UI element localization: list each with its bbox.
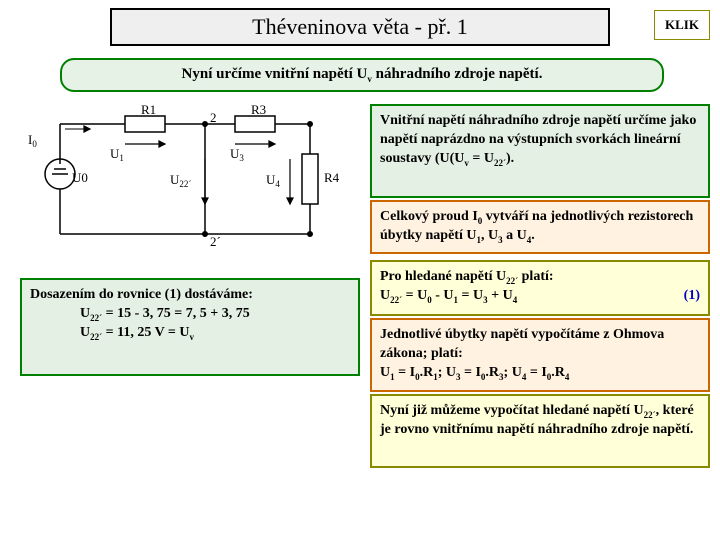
ci-mid2: , U	[481, 228, 498, 243]
ohm-line1: Jednotlivé úbytky napětí vypočítáme z Oh…	[380, 327, 664, 361]
label-u0: U0	[72, 170, 88, 185]
r2mid: = 11, 25 V = U	[102, 325, 189, 340]
eq1-as: 22´	[390, 295, 402, 305]
title-row: Théveninova věta - př. 1	[110, 10, 610, 44]
subtitle-post: náhradního zdroje napětí.	[372, 66, 543, 82]
tr-sub2: 22´	[494, 158, 506, 168]
box-substitution: Dosazením do rovnice (1) dostáváme: U22´…	[20, 278, 360, 376]
o1c: .R	[420, 365, 434, 380]
subtitle-box: Nyní určíme vnitřní napětí Uv náhradního…	[60, 58, 664, 92]
klik-button[interactable]: KLIK	[654, 10, 710, 40]
ci-mid3: a U	[503, 228, 527, 243]
subtitle-pre: Nyní určíme vnitřní napětí U	[182, 66, 368, 82]
eq1-l1-sub: 22´	[506, 276, 518, 286]
eq1-l1-pre: Pro hledané napětí U	[380, 269, 506, 284]
box-ohms-law: Jednotlivé úbytky napětí vypočítáme z Oh…	[370, 318, 710, 392]
tr-post: ).	[506, 151, 514, 166]
label-u22: U22´	[170, 172, 191, 189]
label-r1: R1	[141, 104, 156, 117]
eq1-m4: + U	[488, 288, 513, 303]
eq1-a: U	[380, 288, 390, 303]
o1a: U	[380, 365, 390, 380]
tr-mid2: (U	[450, 151, 465, 166]
r2as: 22´	[90, 332, 102, 342]
box-internal-voltage: Vnitřní napětí náhradního zdroje napětí …	[370, 104, 710, 198]
label-term2p: 2´	[210, 234, 221, 249]
o3b: = I	[526, 365, 546, 380]
osep2: ;	[504, 365, 512, 380]
label-term2: 2	[210, 110, 217, 125]
label-r3: R3	[251, 104, 266, 117]
label-i0: I0	[28, 132, 37, 149]
o2c: .R	[485, 365, 499, 380]
o3cs: 4	[565, 372, 570, 382]
osep1: ;	[438, 365, 446, 380]
r2a: U	[80, 325, 90, 340]
circuit-diagram: R1 R3 R4 U0 2 2´ I0 U1 U3 U4 U22´	[10, 104, 350, 254]
r1as: 22´	[90, 313, 102, 323]
o2b: = I	[460, 365, 480, 380]
tr-mid: = U	[469, 151, 494, 166]
label-r4: R4	[324, 170, 340, 185]
tr-pre: Vnitřní napětí náhradního zdroje napětí …	[380, 113, 696, 166]
label-u1: U1	[110, 146, 124, 163]
o2a: U	[446, 365, 456, 380]
fin-pre: Nyní již můžeme vypočítat hledané napětí…	[380, 403, 644, 418]
eq1-number: (1)	[684, 287, 700, 306]
label-u3: U3	[230, 146, 244, 163]
eq1-m1: = U	[402, 288, 427, 303]
label-u4: U4	[266, 172, 280, 189]
res-intro: Dosazením do rovnice (1) dostáváme:	[30, 287, 253, 302]
o3a: U	[512, 365, 522, 380]
o3c: .R	[551, 365, 565, 380]
r2bs: v	[190, 332, 195, 342]
r1mid: = 15 - 3, 75 = 7, 5 + 3, 75	[102, 306, 250, 321]
r1a: U	[80, 306, 90, 321]
box-equation-1: Pro hledané napětí U22´ platí: U22´ = U0…	[370, 260, 710, 316]
slide-page: Théveninova věta - př. 1 KLIK Nyní určím…	[0, 0, 720, 540]
eq1-l1-mid: platí:	[518, 269, 553, 284]
eq1-m2: - U	[432, 288, 454, 303]
eq1-s4: 4	[513, 295, 518, 305]
eq1-m3: = U	[458, 288, 483, 303]
box-current-drops: Celkový proud I0 vytváří na jednotlivých…	[370, 200, 710, 254]
ci-post: .	[531, 228, 535, 243]
page-title: Théveninova věta - př. 1	[110, 8, 610, 46]
fin-sub: 22´	[644, 410, 656, 420]
o1b: = I	[395, 365, 415, 380]
ci-pre: Celkový proud I	[380, 209, 478, 224]
box-final: Nyní již můžeme vypočítat hledané napětí…	[370, 394, 710, 468]
